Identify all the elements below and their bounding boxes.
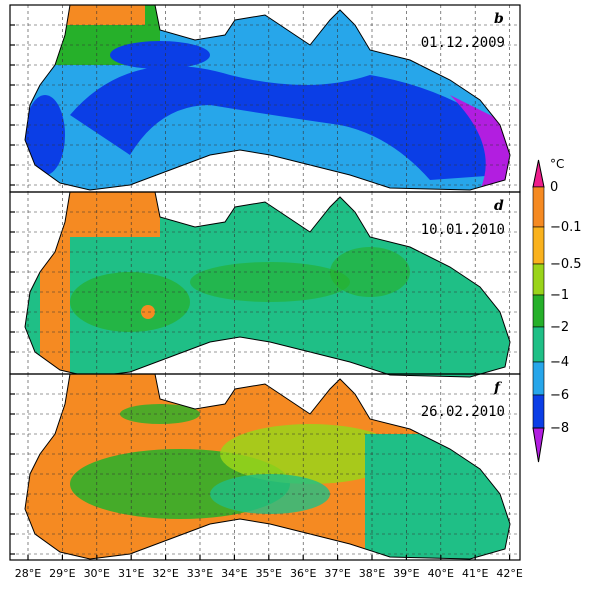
colorbar-segment	[532, 361, 545, 396]
colorbar-segment	[532, 226, 545, 265]
x-tick-label: 30°E	[84, 567, 110, 580]
x-tick-label: 34°E	[221, 567, 247, 580]
x-tick-label: 36°E	[290, 567, 316, 580]
colorbar-segment	[532, 186, 545, 228]
x-tick-label: 35°E	[256, 567, 282, 580]
panel-date: 01.12.2009	[421, 35, 505, 51]
colorbar-cap	[532, 159, 545, 188]
map-panel	[24, 4, 511, 191]
colorbar-label: 0	[550, 180, 558, 195]
x-tick-label: 29°E	[49, 567, 75, 580]
colorbar-label: −1	[550, 288, 569, 303]
x-tick-label: 38°E	[359, 567, 385, 580]
colorbar-segment	[532, 394, 545, 429]
colorbar-label: −0.5	[550, 257, 582, 272]
x-tick-label: 33°E	[187, 567, 213, 580]
x-tick-label: 31°E	[118, 567, 144, 580]
x-tick-label: 40°E	[428, 567, 454, 580]
colorbar-label: −6	[550, 388, 569, 403]
panel-label: d	[494, 198, 504, 214]
x-tick-label: 37°E	[324, 567, 350, 580]
colorbar-unit: °C	[550, 157, 564, 171]
colorbar-label: −0.1	[550, 220, 582, 235]
x-tick-label: 39°E	[393, 567, 419, 580]
x-tick-label: 32°E	[152, 567, 178, 580]
overlay: b 01.12.2009 d 10.01.2010 f 26.02.2010 28°E 29°…	[9, 4, 582, 580]
map-panel	[24, 373, 511, 560]
x-tick-label: 42°E	[496, 567, 522, 580]
x-tick-label: 28°E	[15, 567, 41, 580]
panel-date: 10.01.2010	[421, 222, 505, 238]
colorbar-cap	[532, 427, 545, 463]
colorbar-label: −8	[550, 421, 569, 436]
colorbar-segment	[532, 326, 545, 363]
panel-frame	[9, 373, 521, 561]
map-panel	[24, 191, 511, 378]
x-tick-label: 41°E	[462, 567, 488, 580]
colorbar-segment	[532, 263, 545, 296]
panel-label: f	[493, 380, 503, 396]
colorbar-label: −2	[550, 320, 569, 335]
panel-date: 26.02.2010	[421, 404, 505, 420]
colorbar-segment	[532, 294, 545, 328]
colorbar-label: −4	[550, 355, 569, 370]
panel-label: b	[494, 11, 504, 27]
